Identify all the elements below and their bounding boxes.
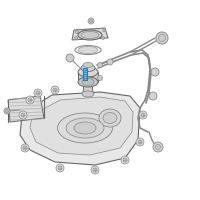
Circle shape	[6, 110, 8, 112]
Circle shape	[21, 144, 29, 152]
Ellipse shape	[82, 78, 94, 86]
Circle shape	[51, 86, 59, 94]
Circle shape	[19, 111, 27, 119]
Circle shape	[156, 32, 168, 44]
Circle shape	[21, 113, 25, 117]
Circle shape	[141, 113, 145, 117]
Ellipse shape	[81, 64, 95, 72]
Circle shape	[98, 62, 102, 68]
Circle shape	[4, 108, 10, 114]
Circle shape	[23, 146, 27, 150]
Circle shape	[139, 111, 147, 119]
Circle shape	[91, 166, 99, 174]
Circle shape	[53, 88, 57, 92]
Circle shape	[102, 28, 106, 31]
Polygon shape	[8, 96, 44, 122]
Polygon shape	[30, 97, 133, 155]
Circle shape	[121, 156, 129, 164]
Circle shape	[123, 158, 127, 162]
Ellipse shape	[81, 31, 99, 38]
Circle shape	[138, 140, 142, 144]
Circle shape	[153, 142, 163, 152]
Polygon shape	[78, 72, 98, 82]
Circle shape	[74, 36, 78, 40]
Polygon shape	[83, 82, 93, 94]
Ellipse shape	[74, 122, 96, 134]
Circle shape	[56, 164, 64, 172]
Circle shape	[88, 18, 94, 24]
Circle shape	[107, 59, 113, 65]
Ellipse shape	[78, 30, 102, 40]
Circle shape	[158, 34, 166, 42]
Circle shape	[76, 30, 78, 33]
Circle shape	[66, 54, 74, 62]
Circle shape	[156, 144, 160, 150]
Polygon shape	[20, 92, 140, 165]
Ellipse shape	[78, 77, 98, 87]
Ellipse shape	[99, 109, 121, 127]
Polygon shape	[72, 28, 108, 40]
Circle shape	[136, 138, 144, 146]
Ellipse shape	[83, 62, 93, 68]
Circle shape	[26, 96, 34, 104]
Ellipse shape	[58, 113, 112, 143]
Ellipse shape	[78, 67, 98, 77]
Circle shape	[58, 166, 62, 170]
Circle shape	[149, 92, 157, 100]
Ellipse shape	[66, 118, 104, 138]
Circle shape	[90, 20, 92, 22]
Ellipse shape	[103, 112, 117, 123]
Ellipse shape	[82, 91, 94, 97]
Ellipse shape	[78, 46, 98, 53]
Circle shape	[151, 68, 159, 76]
Polygon shape	[83, 68, 87, 80]
Circle shape	[28, 98, 32, 102]
Circle shape	[93, 168, 97, 172]
Circle shape	[36, 91, 40, 95]
Circle shape	[98, 75, 102, 80]
Circle shape	[102, 36, 104, 40]
Circle shape	[34, 89, 42, 97]
